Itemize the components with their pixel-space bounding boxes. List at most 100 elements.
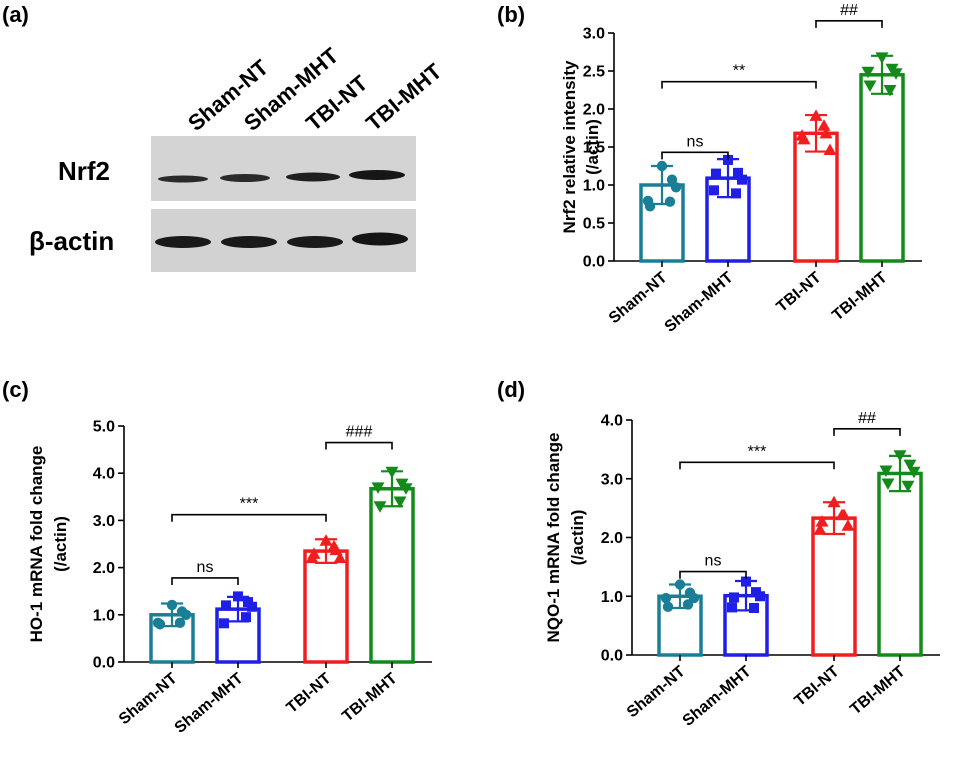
significance-label: ns [705, 553, 722, 570]
data-point-sham-mht [741, 576, 751, 587]
x-tick-label-tbi-nt: TBI-NT [283, 670, 334, 717]
bar-tbi-nt [811, 516, 857, 657]
x-tick-label-tbi-mht: TBI-MHT [847, 663, 908, 718]
significance-label: ## [840, 2, 858, 19]
data-point-tbi-nt [819, 126, 833, 139]
data-point-tbi-mht [903, 459, 917, 472]
significance-label: ### [346, 424, 373, 441]
y-tick-label: 2.0 [93, 560, 115, 577]
data-point-tbi-mht [385, 466, 399, 479]
y-tick-label: 1.5 [583, 140, 605, 157]
data-point-tbi-nt [823, 143, 837, 156]
significance-label: ns [687, 133, 704, 150]
y-axis-label: (/actin) [51, 516, 70, 572]
bar-tbi-mht [877, 471, 923, 657]
significance-label: ## [858, 410, 876, 427]
blot-strip-nrf2 [151, 136, 416, 201]
data-point-sham-nt [174, 617, 186, 629]
western-blot: Sham-NT Sham-MHT TBI-NT TBI-MHT Nrf2 β-a… [29, 42, 447, 272]
x-tick-label-tbi-mht: TBI-MHT [339, 670, 400, 725]
y-tick-label: 4.0 [93, 466, 115, 483]
significance-label: ** [733, 63, 745, 80]
data-point-tbi-mht [879, 465, 893, 478]
band-actin-sham-mht [221, 236, 277, 248]
y-axis-label: (/actin) [583, 119, 602, 175]
y-tick-label: 0.0 [583, 254, 605, 271]
y-tick-label: 5.0 [93, 419, 115, 436]
bar-tbi-nt [303, 549, 349, 664]
y-axis-label: Nrf2 relative intensity [560, 60, 579, 233]
chart-panel-d: 0.0 1.0 2.0 3.0 4.0 NQO-1 mRNA fold change (/a… [544, 410, 940, 730]
data-point-tbi-mht [881, 478, 895, 490]
x-tick-label-sham-nt: Sham-NT [606, 269, 671, 327]
data-point-tbi-nt [327, 539, 341, 552]
data-point-tbi-mht [889, 68, 903, 80]
data-point-tbi-nt [835, 508, 849, 521]
significance-bracket [679, 461, 835, 470]
panel-label-d: (d) [497, 377, 525, 402]
data-point-sham-mht [749, 603, 759, 613]
x-tick-label-tbi-nt: TBI-NT [773, 269, 824, 316]
significance-bracket [815, 20, 883, 28]
y-axis-label: NQO-1 mRNA fold change [544, 433, 563, 643]
band-actin-tbi-nt [287, 236, 343, 248]
data-point-sham-nt [660, 592, 672, 604]
y-tick-label: 1.0 [601, 589, 623, 606]
lane-label-tbi-mht: TBI-MHT [361, 58, 447, 136]
band-nrf2-sham-mht [220, 174, 270, 182]
data-point-tbi-nt [319, 534, 333, 546]
y-tick-label: 3.0 [583, 26, 605, 43]
y-tick-label: 1.0 [93, 607, 115, 624]
panel-label-b: (b) [497, 2, 525, 27]
data-point-tbi-nt [809, 109, 823, 121]
data-point-tbi-nt [305, 551, 319, 564]
data-point-sham-mht [709, 185, 719, 196]
panel-label-c: (c) [2, 377, 29, 402]
x-tick-label-tbi-mht: TBI-MHT [829, 269, 890, 324]
data-point-tbi-mht [861, 66, 875, 79]
data-point-sham-nt [656, 160, 668, 172]
data-point-sham-mht [755, 591, 765, 602]
data-point-tbi-nt [817, 119, 831, 131]
band-actin-tbi-mht [352, 232, 408, 246]
y-tick-label: 4.0 [601, 413, 623, 430]
y-tick-label: 0.0 [93, 655, 115, 672]
data-point-sham-nt [642, 195, 654, 207]
band-nrf2-sham-nt [158, 175, 208, 183]
data-point-sham-nt [166, 599, 178, 611]
data-point-sham-nt [664, 196, 676, 207]
data-point-tbi-mht [371, 482, 385, 494]
x-tick-label-tbi-nt: TBI-NT [791, 663, 842, 710]
data-point-sham-nt [682, 599, 694, 610]
data-point-tbi-mht [901, 480, 915, 493]
data-point-sham-nt [674, 579, 686, 590]
x-tick-label-sham-nt: Sham-NT [116, 670, 181, 728]
data-point-tbi-nt [827, 495, 841, 508]
data-point-tbi-mht [373, 501, 387, 513]
data-point-sham-mht [221, 600, 231, 611]
significance-label: ns [197, 559, 214, 576]
y-tick-label: 3.0 [601, 471, 623, 488]
blot-row-label-actin: β-actin [29, 226, 114, 256]
data-point-tbi-nt [815, 515, 829, 527]
data-point-tbi-nt [333, 551, 347, 564]
significance-bracket [325, 441, 393, 450]
data-point-tbi-mht [863, 80, 877, 92]
data-point-sham-mht [711, 168, 721, 179]
blot-row-label-nrf2: Nrf2 [58, 156, 110, 186]
y-tick-label: 0.0 [601, 648, 623, 665]
bar-tbi-mht [859, 73, 905, 263]
data-point-tbi-mht [393, 496, 407, 509]
data-point-sham-nt [670, 182, 682, 193]
x-tick-label-sham-nt: Sham-NT [624, 663, 689, 721]
significance-bracket [171, 513, 327, 522]
data-point-sham-mht [737, 174, 747, 185]
data-point-sham-mht [233, 591, 243, 602]
x-tick-label-sham-mht: Sham-MHT [680, 663, 755, 730]
significance-bracket [661, 80, 817, 89]
data-point-tbi-nt [841, 519, 855, 531]
data-point-sham-mht [727, 602, 737, 613]
data-point-sham-mht [723, 154, 733, 165]
